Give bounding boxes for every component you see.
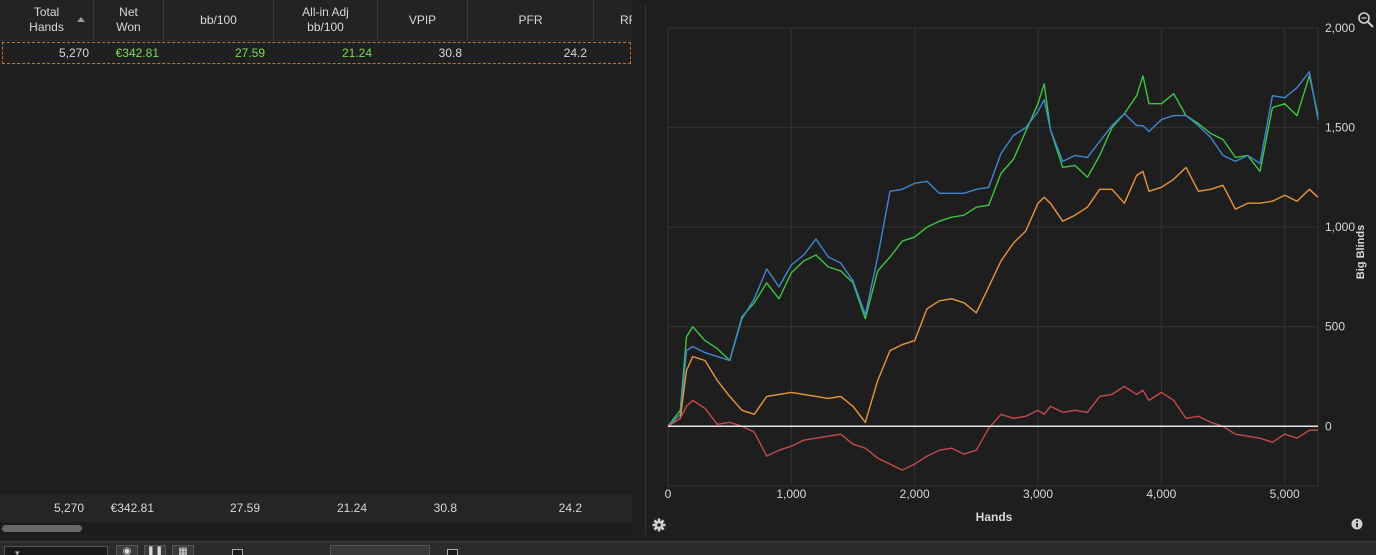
column-header-label: RF (620, 12, 632, 27)
panel-divider[interactable] (645, 5, 646, 535)
chevron-down-icon: ▾ (15, 548, 20, 555)
total-total-hands: 5,270 (53, 501, 84, 515)
totals-row: 5,270 €342.81 27.59 21.24 30.8 24.2 (0, 494, 632, 522)
column-header-vpip[interactable]: VPIP (378, 0, 468, 40)
y-axis-ticks: 2,000 1,500 1,000 500 0 (1325, 21, 1355, 433)
sort-ascending-icon (77, 17, 85, 22)
horizontal-scrollbar[interactable] (0, 523, 632, 534)
y-axis-label: Big Blinds (1355, 225, 1367, 279)
series-line-2 (667, 166, 1319, 427)
total-vpip: 30.8 (433, 501, 457, 515)
tag-filter-select[interactable] (330, 545, 430, 555)
column-header-label: bb/100 (200, 12, 237, 27)
series-lines (667, 71, 1319, 471)
winnings-graph: 0 1,000 2,000 3,000 4,000 5,000 2,000 1,500 1,0… (652, 12, 1374, 532)
bottom-toolbar: ▾ ◉ ❚❚ ▦ (0, 541, 1376, 555)
x-tick-label: 1,000 (776, 487, 806, 501)
x-tick-label: 4,000 (1146, 487, 1176, 501)
column-header-net-won[interactable]: Net Won (94, 0, 164, 40)
column-header-rf[interactable]: RF (594, 0, 632, 40)
zoom-icon[interactable] (1358, 12, 1374, 28)
column-header-total-hands[interactable]: Total Hands (0, 0, 94, 40)
stats-table: Total Hands Net Won bb/100 All-in Adj bb… (0, 0, 632, 534)
column-header-pfr[interactable]: PFR (468, 0, 594, 40)
x-tick-label: 3,000 (1023, 487, 1053, 501)
total-allin-adj: 21.24 (336, 501, 367, 515)
known-holecards-checkbox[interactable] (447, 549, 458, 555)
y-tick-label: 0 (1325, 419, 1332, 433)
cell-vpip: 30.8 (438, 46, 462, 60)
column-header-bb100[interactable]: bb/100 (164, 0, 274, 40)
series-line-1 (667, 71, 1319, 427)
x-axis-ticks: 0 1,000 2,000 3,000 4,000 5,000 (665, 487, 1300, 501)
x-axis-label: Hands (976, 510, 1013, 524)
column-header-label: VPIP (408, 12, 437, 27)
settings-gear-icon[interactable] (652, 518, 666, 532)
column-header-allin-adj[interactable]: All-in Adj bb/100 (274, 0, 378, 40)
hand-range-select[interactable]: ▾ (4, 546, 108, 555)
cell-allin-adj: 21.24 (341, 46, 372, 60)
grid-icon[interactable]: ▦ (172, 545, 194, 555)
grid-lines (667, 27, 1319, 487)
y-tick-label: 500 (1325, 320, 1345, 334)
column-header-label: Total Hands (29, 5, 64, 34)
table-header-row: Total Hands Net Won bb/100 All-in Adj bb… (0, 0, 632, 41)
cell-net-won: €342.81 (115, 46, 159, 60)
total-pfr: 24.2 (558, 501, 582, 515)
series-line-3 (667, 385, 1318, 471)
series-line-0 (667, 75, 1319, 427)
total-bb100: 27.59 (229, 501, 260, 515)
y-tick-label: 1,000 (1325, 220, 1355, 234)
y-tick-label: 1,500 (1325, 121, 1355, 135)
cell-total-hands: 5,270 (58, 46, 89, 60)
tagged-hands-checkbox[interactable] (232, 549, 243, 555)
cell-pfr: 24.2 (563, 46, 587, 60)
x-tick-label: 5,000 (1270, 487, 1300, 501)
eye-icon[interactable]: ◉ (116, 545, 138, 555)
info-icon[interactable] (1351, 518, 1363, 530)
cell-bb100: 27.59 (234, 46, 265, 60)
column-header-label: PFR (518, 12, 543, 27)
table-row[interactable]: 5,270 €342.81 27.59 21.24 30.8 24.2 (2, 42, 631, 64)
pause-icon[interactable]: ❚❚ (144, 545, 166, 555)
total-net-won: €342.81 (110, 501, 154, 515)
y-tick-label: 2,000 (1325, 21, 1355, 35)
x-tick-label: 0 (665, 487, 672, 501)
scrollbar-thumb[interactable] (2, 525, 82, 532)
x-tick-label: 2,000 (900, 487, 930, 501)
column-header-label: Net Won (116, 5, 141, 34)
plot-frame (667, 27, 1319, 487)
column-header-label: All-in Adj bb/100 (302, 5, 349, 34)
